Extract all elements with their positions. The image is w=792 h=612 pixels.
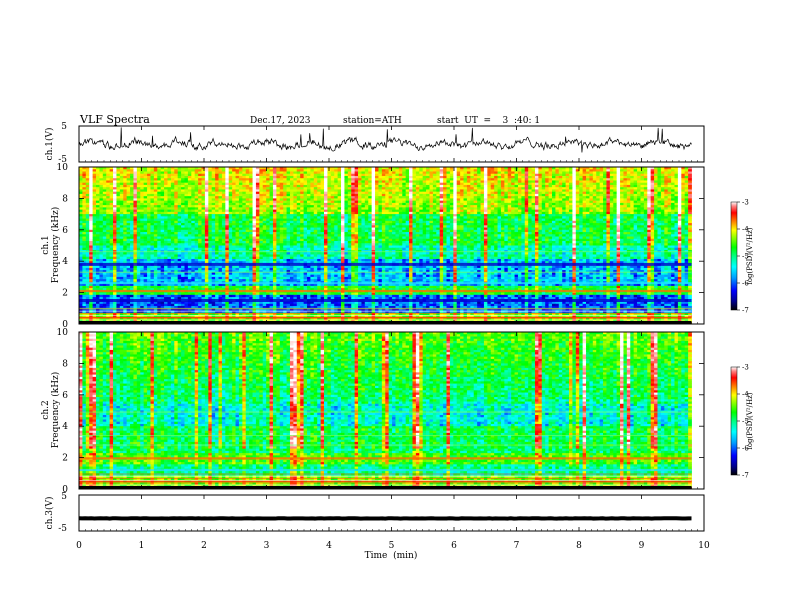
ch1-spectrogram-image [79,167,692,324]
time-tick-label: 7 [514,541,520,551]
station-label: station=ATH [343,116,402,126]
ch2-colorbar-label: log(PSD)(V²/Hz) [746,392,754,449]
ch2-spectrogram-ylabel-frequency: Frequency (kHz) [50,372,61,449]
ch1-ytick-top: 5 [61,122,67,132]
ch2-colorbar [731,367,737,475]
ch1-waveform-panel: 5 -5 ch.1(V) [44,122,704,165]
ch2-spectrogram-image [79,332,692,489]
ch1-spectrogram-ylabel-channel: ch.1 [41,235,51,254]
ch1-waveform-trace [79,127,692,152]
ch2-spectrogram-ylabel-channel: ch.2 [41,400,51,419]
frequency-tick-label: 10 [57,328,69,338]
colorbar-tick-label: -3 [742,199,749,207]
frequency-tick-label: 4 [62,422,68,432]
frequency-tick-label: 2 [62,289,68,299]
frequency-tick-label: 6 [62,226,68,236]
ch3-waveform-frame [79,495,704,531]
x-axis-label: Time (min) [365,550,418,561]
frequency-tick-label: 6 [62,391,68,401]
ch1-colorbar [731,202,737,310]
time-tick-label: 10 [698,541,710,551]
time-tick-label: 6 [451,541,457,551]
ch1-waveform-frame [79,126,704,162]
colorbar-tick-label: -7 [742,472,749,480]
ch3-waveform-ylabel: ch.3(V) [44,497,55,530]
time-tick-label: 1 [139,541,145,551]
frequency-tick-label: 8 [62,194,68,204]
frequency-tick-label: 2 [62,454,68,464]
ch3-ytick-bottom: -5 [58,524,67,534]
start-ut-label: start UT = 3 :40: 1 [437,116,540,126]
ch1-spectrogram-ylabel-frequency: Frequency (kHz) [50,207,61,284]
date-label: Dec.17, 2023 [250,116,311,126]
colorbar-tick-label: -7 [742,307,749,315]
time-tick-label: 8 [576,541,582,551]
frequency-tick-label: 8 [62,359,68,369]
time-tick-label: 5 [389,541,395,551]
time-tick-label: 0 [76,541,82,551]
ch1-waveform-ylabel: ch.1(V) [44,128,55,161]
frequency-tick-label: 4 [62,257,68,267]
ch1-colorbar-label: log(PSD)(V²/Hz) [746,227,754,284]
time-tick-label: 2 [201,541,207,551]
figure-title: VLF Spectra [79,113,150,126]
time-tick-label: 4 [326,541,332,551]
colorbar-tick-label: -3 [742,364,749,372]
time-tick-label: 9 [639,541,645,551]
ch3-ytick-top: 5 [61,492,67,502]
time-tick-label: 3 [264,541,270,551]
frequency-tick-label: 10 [57,163,69,173]
